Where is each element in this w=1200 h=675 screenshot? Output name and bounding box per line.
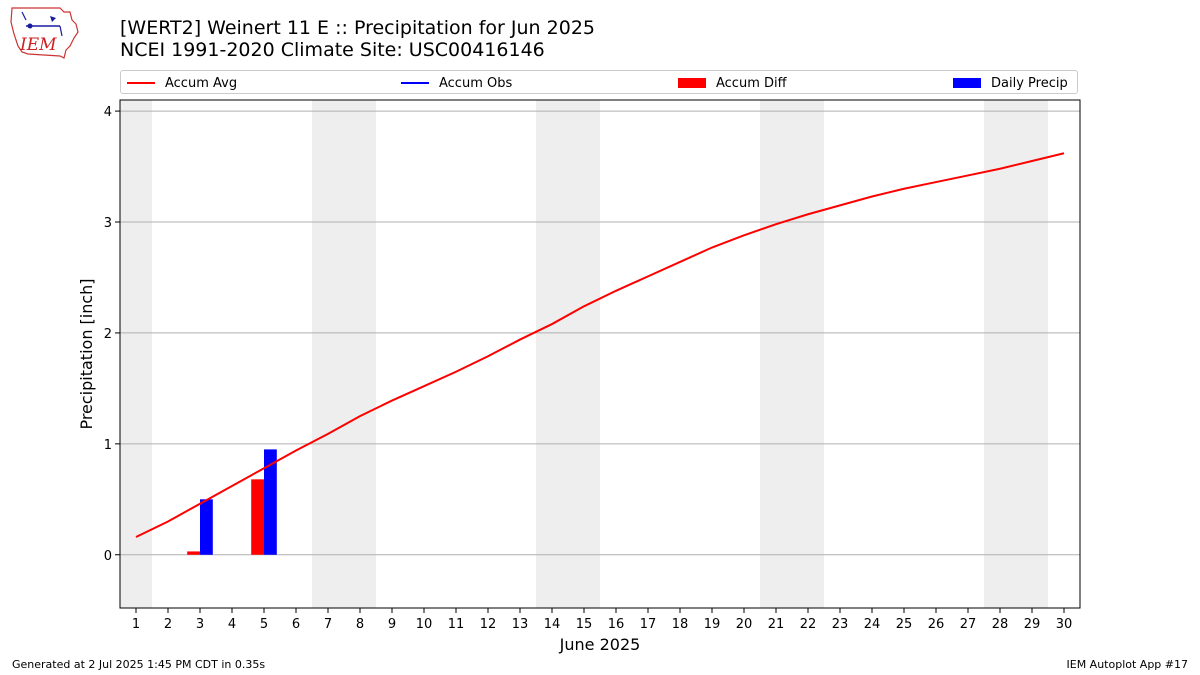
y-axis-label: Precipitation [inch] [77, 278, 96, 429]
weekend-band [312, 100, 376, 608]
chart-title: [WERT2] Weinert 11 E :: Precipitation fo… [120, 17, 595, 39]
legend-label-daily-precip: Daily Precip [991, 75, 1068, 91]
x-tick-label: 24 [864, 617, 881, 632]
x-axis-label: June 2025 [559, 635, 641, 654]
y-tick-label: 4 [104, 105, 112, 120]
x-tick-label: 16 [608, 617, 625, 632]
accum-diff-bar [251, 479, 264, 555]
x-tick-label: 30 [1056, 617, 1073, 632]
x-tick-label: 6 [292, 617, 300, 632]
weekend-band [984, 100, 1048, 608]
y-tick-label: 2 [104, 327, 112, 342]
x-tick-label: 15 [576, 617, 593, 632]
legend-item-daily-precip: Daily Precip [953, 74, 1068, 92]
iem-logo: IEM [10, 7, 79, 59]
x-tick-label: 25 [896, 617, 913, 632]
x-tick-label: 4 [228, 617, 236, 632]
y-tick-label: 0 [104, 549, 112, 564]
daily-precip-bar [264, 449, 277, 555]
legend-swatch-accum-diff [678, 78, 706, 88]
legend-label-accum-obs: Accum Obs [439, 75, 513, 91]
y-tick-label: 3 [104, 216, 112, 231]
legend-label-accum-diff: Accum Diff [716, 75, 787, 91]
x-tick-label: 17 [640, 617, 657, 632]
daily-precip-bar [200, 499, 213, 555]
plot-frame [119, 99, 1081, 609]
weekend-band [536, 100, 600, 608]
chart-subtitle: NCEI 1991-2020 Climate Site: USC00416146 [120, 39, 545, 61]
x-tick-label: 1 [132, 617, 140, 632]
x-tick-label: 26 [928, 617, 945, 632]
x-tick-label: 13 [512, 617, 529, 632]
x-tick-label: 19 [704, 617, 721, 632]
x-tick-label: 20 [736, 617, 753, 632]
x-tick-label: 28 [992, 617, 1009, 632]
x-tick-label: 29 [1024, 617, 1041, 632]
legend-swatch-accum-obs [401, 82, 429, 84]
app-credit: IEM Autoplot App #17 [1066, 658, 1189, 671]
x-tick-label: 2 [164, 617, 172, 632]
legend-item-accum-diff: Accum Diff [678, 74, 787, 92]
x-tick-label: 12 [480, 617, 497, 632]
x-tick-label: 27 [960, 617, 977, 632]
x-tick-label: 10 [416, 617, 433, 632]
x-tick-label: 22 [800, 617, 817, 632]
generated-note: Generated at 2 Jul 2025 1:45 PM CDT in 0… [12, 658, 266, 671]
x-tick-label: 14 [544, 617, 561, 632]
accum-avg-line [135, 152, 1065, 538]
legend-item-accum-avg: Accum Avg [127, 74, 237, 92]
legend-swatch-accum-avg [127, 82, 155, 84]
logo-text: IEM [19, 35, 57, 55]
x-tick-label: 21 [768, 617, 785, 632]
chart-legend: Accum Avg Accum Obs Accum Diff Daily Pre… [120, 70, 1078, 94]
weekend-band [120, 100, 152, 608]
weekend-band [760, 100, 824, 608]
legend-label-accum-avg: Accum Avg [165, 75, 238, 91]
legend-item-accum-obs: Accum Obs [401, 74, 512, 92]
x-tick-label: 7 [324, 617, 332, 632]
x-tick-label: 9 [388, 617, 396, 632]
x-tick-label: 8 [356, 617, 364, 632]
x-tick-label: 3 [196, 617, 204, 632]
x-tick-label: 23 [832, 617, 849, 632]
legend-swatch-daily-precip [953, 78, 981, 88]
accum-diff-bar [187, 551, 200, 555]
x-tick-label: 5 [260, 617, 268, 632]
x-tick-label: 11 [448, 617, 465, 632]
y-tick-label: 1 [104, 438, 112, 453]
x-tick-label: 18 [672, 617, 689, 632]
